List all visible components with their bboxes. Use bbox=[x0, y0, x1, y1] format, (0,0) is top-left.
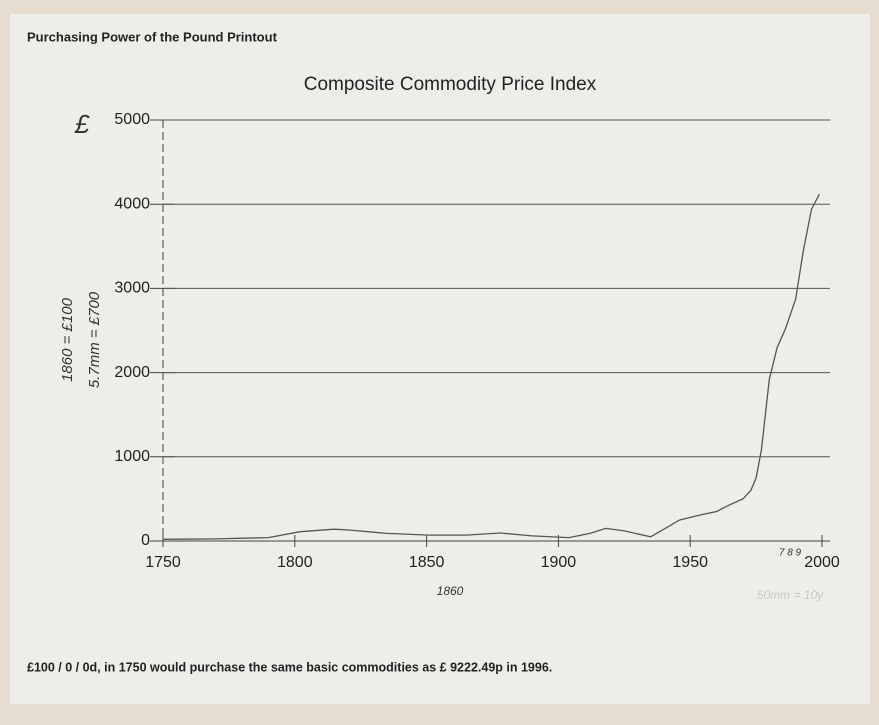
x-tick-label: 1900 bbox=[541, 554, 577, 571]
y-tick-label: 2000 bbox=[114, 364, 150, 381]
page: Purchasing Power of the Pound Printout C… bbox=[0, 0, 879, 720]
handwritten-note: 7 8 9 bbox=[779, 548, 802, 559]
x-tick-label: 1950 bbox=[672, 554, 708, 571]
y-tick-label: 5000 bbox=[114, 111, 150, 128]
chart: Purchasing Power of the Pound Printout C… bbox=[0, 0, 879, 720]
chart-title: Composite Commodity Price Index bbox=[304, 74, 597, 95]
handwritten-note: £ bbox=[74, 109, 90, 139]
x-tick-label: 1800 bbox=[277, 554, 313, 571]
y-tick-label: 3000 bbox=[114, 280, 150, 297]
y-tick-label: 1000 bbox=[114, 448, 150, 465]
handwritten-note: 1860 bbox=[437, 584, 464, 598]
handwritten-note: 5.7mm = £700 bbox=[86, 291, 103, 388]
footnote: £100 / 0 / 0d, in 1750 would purchase th… bbox=[27, 660, 552, 674]
page-header: Purchasing Power of the Pound Printout bbox=[27, 29, 278, 44]
x-tick-label: 1750 bbox=[145, 554, 181, 571]
handwritten-note: 50mm = 10y bbox=[757, 588, 824, 602]
x-tick-label: 2000 bbox=[804, 554, 840, 571]
x-tick-label: 1850 bbox=[409, 554, 445, 571]
handwritten-note: 1860 = £100 bbox=[59, 297, 76, 381]
y-tick-label: 4000 bbox=[114, 195, 150, 212]
y-tick-label: 0 bbox=[141, 532, 150, 549]
